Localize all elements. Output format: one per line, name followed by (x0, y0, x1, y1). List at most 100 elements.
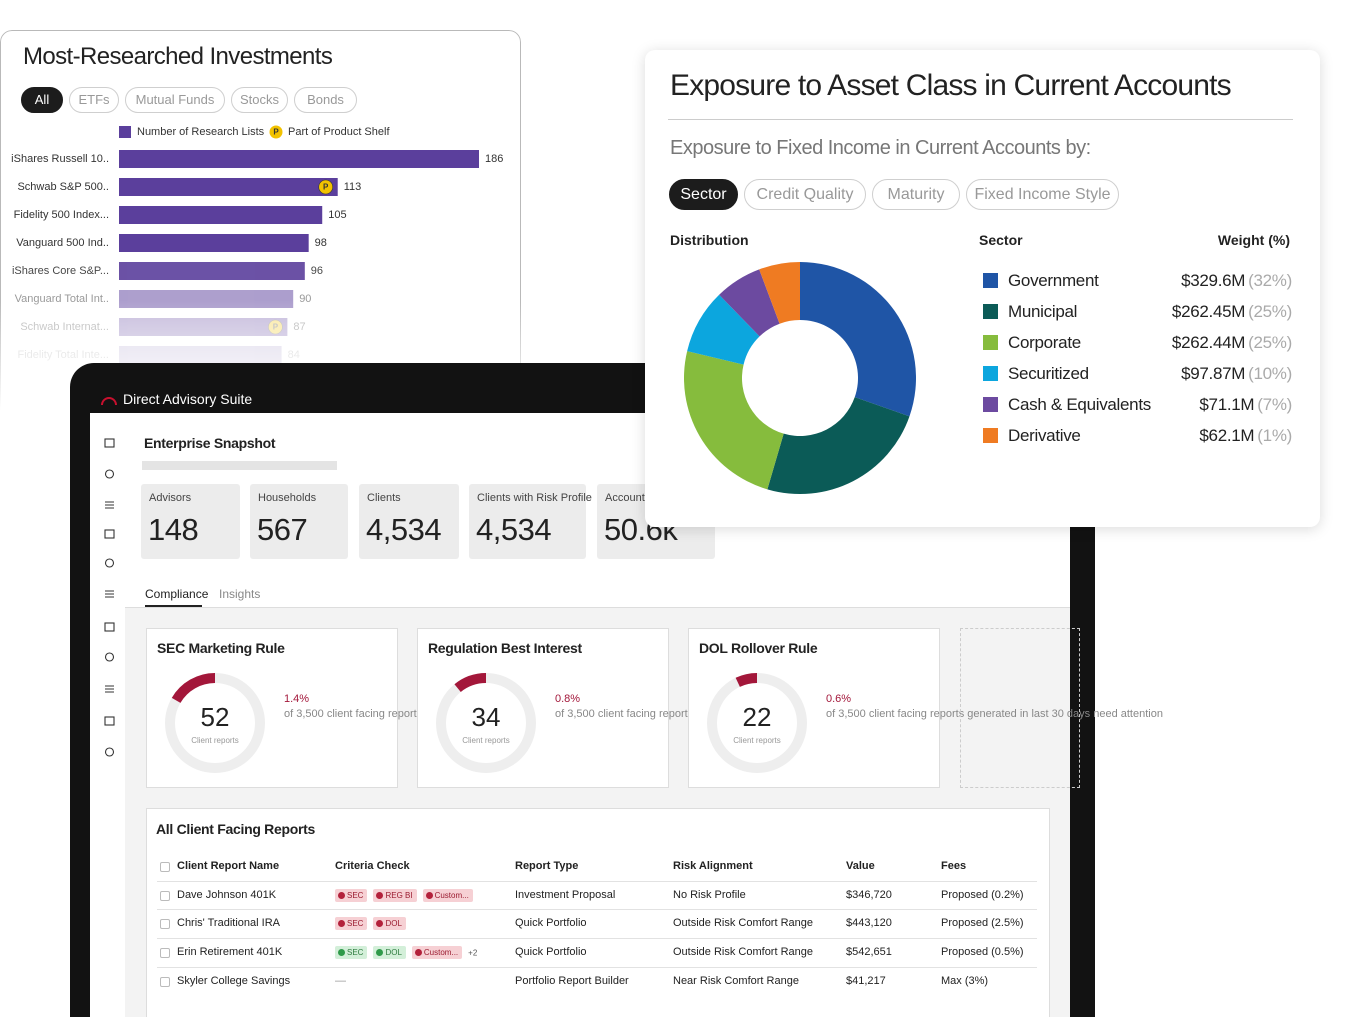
report-name[interactable]: Erin Retirement 401K (177, 946, 283, 958)
bar-row: iShares Core S&P... 96 (12, 262, 323, 280)
row-divider (157, 967, 1037, 968)
report-name[interactable]: Dave Johnson 401K (177, 889, 277, 901)
filter-pill[interactable]: All (21, 87, 63, 113)
kpi-value: 148 (148, 512, 199, 547)
value-label: 98 (315, 237, 327, 249)
row-divider (157, 881, 1037, 882)
sector-header: Sector (979, 232, 1023, 248)
report-risk: Outside Risk Comfort Range (673, 946, 813, 958)
nav-icon (104, 469, 115, 479)
tab-pill[interactable]: Sector (669, 179, 738, 210)
tab-pill[interactable]: Maturity (872, 179, 960, 210)
report-name[interactable]: Skyler College Savings (177, 975, 291, 987)
bar-label: Schwab S&P 500.. (17, 181, 109, 193)
gauge-count: 52 (201, 702, 230, 732)
app-name: Direct Advisory Suite (123, 391, 253, 407)
bar-label: Vanguard 500 Ind.. (16, 237, 109, 249)
distribution-label: Distribution (670, 232, 749, 248)
badge-label: DOL (385, 948, 402, 957)
card-title: Most-Researched Investments (23, 43, 333, 70)
bar (119, 262, 305, 280)
sidebar (90, 413, 125, 1017)
reports-card: All Client Facing Reports Client Report N… (146, 808, 1050, 1017)
report-fees: Proposed (2.5%) (941, 917, 1024, 929)
donut-slice (800, 262, 916, 417)
report-name[interactable]: Chris' Traditional IRA (177, 917, 280, 929)
badge-icon (338, 920, 345, 927)
graphic: 22 Client reports (707, 673, 807, 773)
rule-card: DOL Rollover Rule 22 Client reports 0.6% of… (688, 628, 1163, 788)
reports-title: All Client Facing Reports (156, 821, 315, 837)
rule-text: 1.4% of 3,500 client facing reports gene… (284, 692, 621, 721)
column-header: Fees (941, 860, 967, 872)
legend-values: $71.1M (7%) (1199, 395, 1292, 415)
amount-label: $97.87M (1181, 364, 1246, 383)
tab[interactable]: Insights (219, 587, 261, 601)
card-title: Exposure to Asset Class in Current Accou… (670, 69, 1232, 102)
kpi-card: Clients 4,534 (359, 484, 459, 559)
legend-swatch (983, 304, 998, 319)
legend-label: Government (1008, 271, 1099, 290)
rule-desc: of 3,500 client facing reports generated… (826, 707, 1163, 720)
tab[interactable]: Compliance (145, 587, 209, 601)
report-value: $41,217 (846, 975, 886, 987)
weight-label: (32%) (1248, 271, 1292, 290)
kpi-card: Households 567 (250, 484, 348, 559)
filter-pill[interactable]: Stocks (231, 87, 288, 113)
gauge-label: Client reports (462, 736, 510, 745)
value-label: 84 (288, 349, 300, 361)
criteria: SEC DOL (335, 917, 412, 930)
nav-icon (104, 652, 115, 662)
bar-label: iShares Russell 10.. (11, 153, 109, 165)
tab-divider (125, 607, 1070, 608)
badge-label: SEC (347, 948, 364, 957)
tab-underline (145, 605, 202, 607)
kpi-value: 4,534 (366, 512, 442, 547)
bar-row: Schwab S&P 500.. 113 P (17, 178, 361, 196)
checkbox[interactable] (160, 948, 170, 958)
divider (668, 119, 1293, 120)
bar-label: Fidelity 500 Index... (14, 209, 109, 221)
weight-label: (1%) (1257, 426, 1292, 445)
bar-row: iShares Russell 10.. 186 (11, 150, 503, 168)
criteria-badge: DOL (373, 917, 406, 930)
report-value: $346,720 (846, 889, 892, 901)
kpi-label: Clients with Risk Profile (477, 492, 592, 504)
donut-slice (759, 262, 800, 324)
kpi-value: 4,534 (476, 512, 552, 547)
donut-slice (767, 397, 910, 494)
report-fees: Proposed (0.5%) (941, 946, 1024, 958)
amount-label: $329.6M (1181, 271, 1246, 290)
nav-icon (104, 438, 115, 448)
bar-row: Fidelity 500 Index... 105 (14, 206, 347, 224)
rule-title: Regulation Best Interest (428, 640, 582, 656)
filter-pill[interactable]: Mutual Funds (125, 87, 225, 113)
filter-pill[interactable]: Bonds (294, 87, 357, 113)
report-risk: Near Risk Comfort Range (673, 975, 799, 987)
tab-pill[interactable]: Credit Quality (744, 179, 866, 210)
checkbox[interactable] (160, 977, 170, 987)
legend-swatch (983, 428, 998, 443)
filter-pill[interactable]: ETFs (69, 87, 119, 113)
kpi-card: Clients with Risk Profile 4,534 (469, 484, 592, 559)
gauge-label: Client reports (733, 736, 781, 745)
value-label: 186 (485, 153, 503, 165)
bar (119, 346, 282, 364)
page-title: Enterprise Snapshot (144, 435, 276, 451)
badge-icon (376, 949, 384, 956)
legend-label: Corporate (1008, 333, 1081, 352)
checkbox[interactable] (160, 891, 170, 901)
report-value: $542,651 (846, 946, 892, 958)
legend-values: $97.87M (10%) (1181, 364, 1292, 384)
column-header: Report Type (515, 860, 579, 872)
bar-label: iShares Core S&P... (12, 265, 109, 277)
checkbox[interactable] (160, 919, 170, 929)
value-label: 96 (311, 265, 323, 277)
kpi-card: Advisors 148 (141, 484, 240, 559)
shelf-badge: P (323, 183, 329, 192)
checkbox[interactable] (160, 862, 170, 872)
nav-icon (104, 529, 115, 539)
bar-row: Vanguard Total Int.. 90 (15, 290, 311, 308)
tab-pill[interactable]: Fixed Income Style (966, 179, 1119, 210)
value-label: 105 (328, 209, 346, 221)
